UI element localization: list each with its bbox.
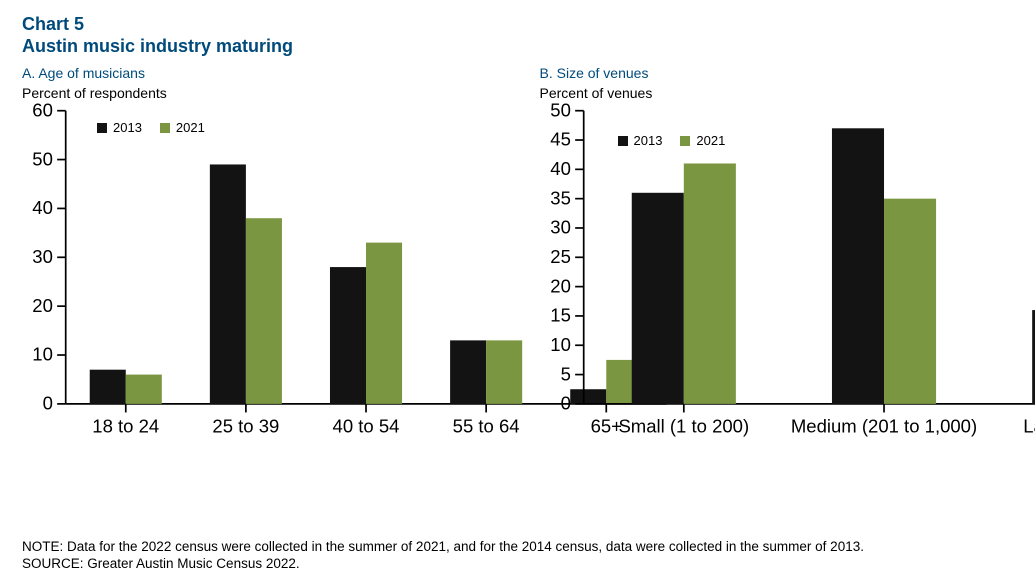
x-tick-label: Medium (201 to 1,000) (790, 416, 976, 437)
y-tick-label: 5 (560, 363, 570, 384)
y-tick-label: 50 (550, 100, 571, 121)
bar (126, 375, 162, 404)
x-tick-label: 18 to 24 (92, 416, 159, 437)
y-tick-label: 40 (550, 158, 571, 179)
panel-a-y-title: Percent of respondents (22, 85, 496, 101)
y-tick-label: 20 (32, 295, 53, 316)
bar (450, 341, 486, 405)
bar (90, 370, 126, 404)
panel-b-title: B. Size of venues (540, 65, 1014, 81)
panel-a-title: A. Age of musicians (22, 65, 496, 81)
panel-a-chart-area: 2013 2021 010203040506018 to 2425 to 394… (22, 105, 496, 485)
bar (246, 218, 282, 404)
chart-number: Chart 5 (22, 14, 1013, 36)
y-tick-label: 25 (550, 246, 571, 267)
y-tick-label: 10 (550, 334, 571, 355)
bar (210, 165, 246, 404)
y-tick-label: 0 (43, 393, 53, 414)
y-tick-label: 10 (32, 344, 53, 365)
chart-footer: NOTE: Data for the 2022 census were coll… (22, 539, 1013, 573)
y-tick-label: 35 (550, 188, 571, 209)
panel-b-y-title: Percent of venues (540, 85, 1014, 101)
y-tick-label: 0 (560, 393, 570, 414)
chart-title: Austin music industry maturing (22, 36, 1013, 58)
y-tick-label: 20 (550, 276, 571, 297)
y-tick-label: 50 (32, 148, 53, 169)
x-tick-label: 25 to 39 (212, 416, 279, 437)
y-tick-label: 40 (32, 197, 53, 218)
bar (366, 243, 402, 404)
bar (831, 128, 883, 404)
chart-figure: { "header": { "chart_number": "Chart 5",… (0, 0, 1035, 585)
bar (486, 341, 522, 405)
x-tick-label: Small (1 to 200) (618, 416, 749, 437)
bar (330, 267, 366, 404)
y-tick-label: 30 (32, 246, 53, 267)
y-tick-label: 60 (32, 100, 53, 121)
bar (884, 199, 936, 404)
panel-a-plot: 010203040506018 to 2425 to 3940 to 5455 … (60, 105, 488, 319)
panels-row: A. Age of musicians Percent of responden… (22, 63, 1013, 485)
panel-b: B. Size of venues Percent of venues 2013… (540, 63, 1014, 485)
panel-b-chart-area: 2013 2021 05101520253035404550Small (1 t… (540, 105, 1014, 485)
panel-a: A. Age of musicians Percent of responden… (22, 63, 496, 485)
x-tick-label: 40 to 54 (333, 416, 400, 437)
x-tick-label: Large (1,001+) (1023, 416, 1035, 437)
panel-b-plot: 05101520253035404550Small (1 to 200)Medi… (578, 105, 1006, 319)
x-tick-label: 55 to 64 (453, 416, 520, 437)
y-tick-label: 30 (550, 217, 571, 238)
bar (631, 193, 683, 404)
footnote-text: NOTE: Data for the 2022 census were coll… (22, 539, 1013, 556)
y-tick-label: 45 (550, 129, 571, 150)
y-tick-label: 15 (550, 305, 571, 326)
bar (683, 164, 735, 404)
source-text: SOURCE: Greater Austin Music Census 2022… (22, 556, 1013, 573)
